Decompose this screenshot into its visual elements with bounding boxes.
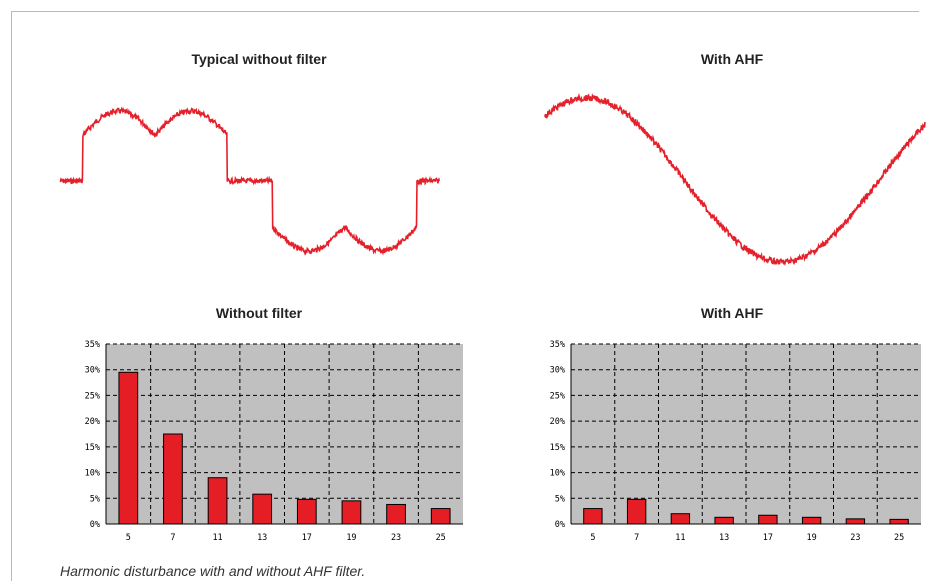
y-tick-label: 20% — [550, 417, 565, 427]
y-tick-label: 25% — [550, 391, 565, 401]
bar-harmonic-25 — [430, 508, 451, 525]
bar-chart-with-ahf: 0% 5% 10% 15% 20% 25% 30% 35% 5 7 11 13 17 19 23 25 — [550, 340, 921, 543]
waveform-title-without: Typical without filter — [191, 51, 327, 67]
bar-harmonic-23 — [386, 503, 406, 525]
y-tick-label: 25% — [85, 391, 100, 401]
plot-area — [571, 344, 921, 524]
y-tick-label: 10% — [85, 469, 100, 479]
bar-harmonic-5 — [118, 371, 139, 525]
bar-harmonic-17 — [758, 514, 778, 525]
bar-harmonic-7 — [626, 498, 647, 525]
bar-harmonic-11 — [670, 513, 691, 525]
y-tick-label: 0% — [555, 520, 565, 530]
y-tick-label: 30% — [550, 366, 565, 376]
x-tick-label: 7 — [170, 533, 175, 543]
bar-harmonic-13 — [714, 516, 734, 525]
x-tick-label: 23 — [850, 533, 860, 543]
waveform-with-ahf — [544, 92, 926, 267]
x-tick-label: 19 — [346, 533, 356, 543]
bar-harmonic-5 — [583, 508, 603, 525]
bar-harmonic-25 — [889, 518, 909, 525]
figure-frame — [11, 11, 919, 581]
x-tick-label: 11 — [212, 533, 222, 543]
y-tick-label: 5% — [90, 494, 100, 504]
figure-caption: Harmonic disturbance with and without AH… — [60, 563, 366, 579]
x-tick-label: 25 — [894, 533, 904, 543]
x-tick-label: 13 — [257, 533, 267, 543]
x-tick-label: 11 — [675, 533, 685, 543]
bar-harmonic-13 — [252, 493, 273, 525]
bar-chart-without-filter: 0% 5% 10% 15% 20% 25% 30% 35% 5 7 11 13 17 19 23 25 — [85, 340, 463, 543]
bar-harmonic-17 — [296, 498, 317, 525]
x-tick-label: 17 — [763, 533, 773, 543]
x-tick-label: 5 — [590, 533, 595, 543]
y-tick-label: 5% — [555, 494, 565, 504]
bar-harmonic-11 — [207, 477, 228, 525]
x-tick-label: 13 — [719, 533, 729, 543]
y-tick-label: 35% — [550, 340, 565, 350]
y-tick-label: 35% — [85, 340, 100, 350]
y-tick-label: 15% — [550, 443, 565, 453]
waveform-without-filter — [59, 106, 441, 256]
chart-title-without: Without filter — [215, 305, 303, 321]
y-tick-label: 10% — [550, 469, 565, 479]
x-tick-label: 25 — [436, 533, 446, 543]
y-tick-label: 15% — [85, 443, 100, 453]
bar-harmonic-7 — [163, 433, 183, 525]
bar-harmonic-23 — [845, 518, 866, 525]
waveform-title-with: With AHF — [700, 51, 764, 67]
bar-harmonic-19 — [341, 500, 362, 525]
y-tick-label: 0% — [90, 520, 100, 530]
x-tick-label: 19 — [807, 533, 817, 543]
x-tick-label: 23 — [391, 533, 401, 543]
plot-area — [106, 344, 463, 524]
chart-title-with: With AHF — [700, 305, 764, 321]
waveform-with-line — [544, 92, 926, 267]
bar-harmonic-19 — [801, 516, 822, 525]
x-tick-label: 7 — [634, 533, 639, 543]
y-tick-label: 30% — [85, 366, 100, 376]
waveform-without-line — [59, 106, 441, 256]
y-tick-label: 20% — [85, 417, 100, 427]
x-tick-label: 5 — [126, 533, 131, 543]
x-tick-label: 17 — [302, 533, 312, 543]
